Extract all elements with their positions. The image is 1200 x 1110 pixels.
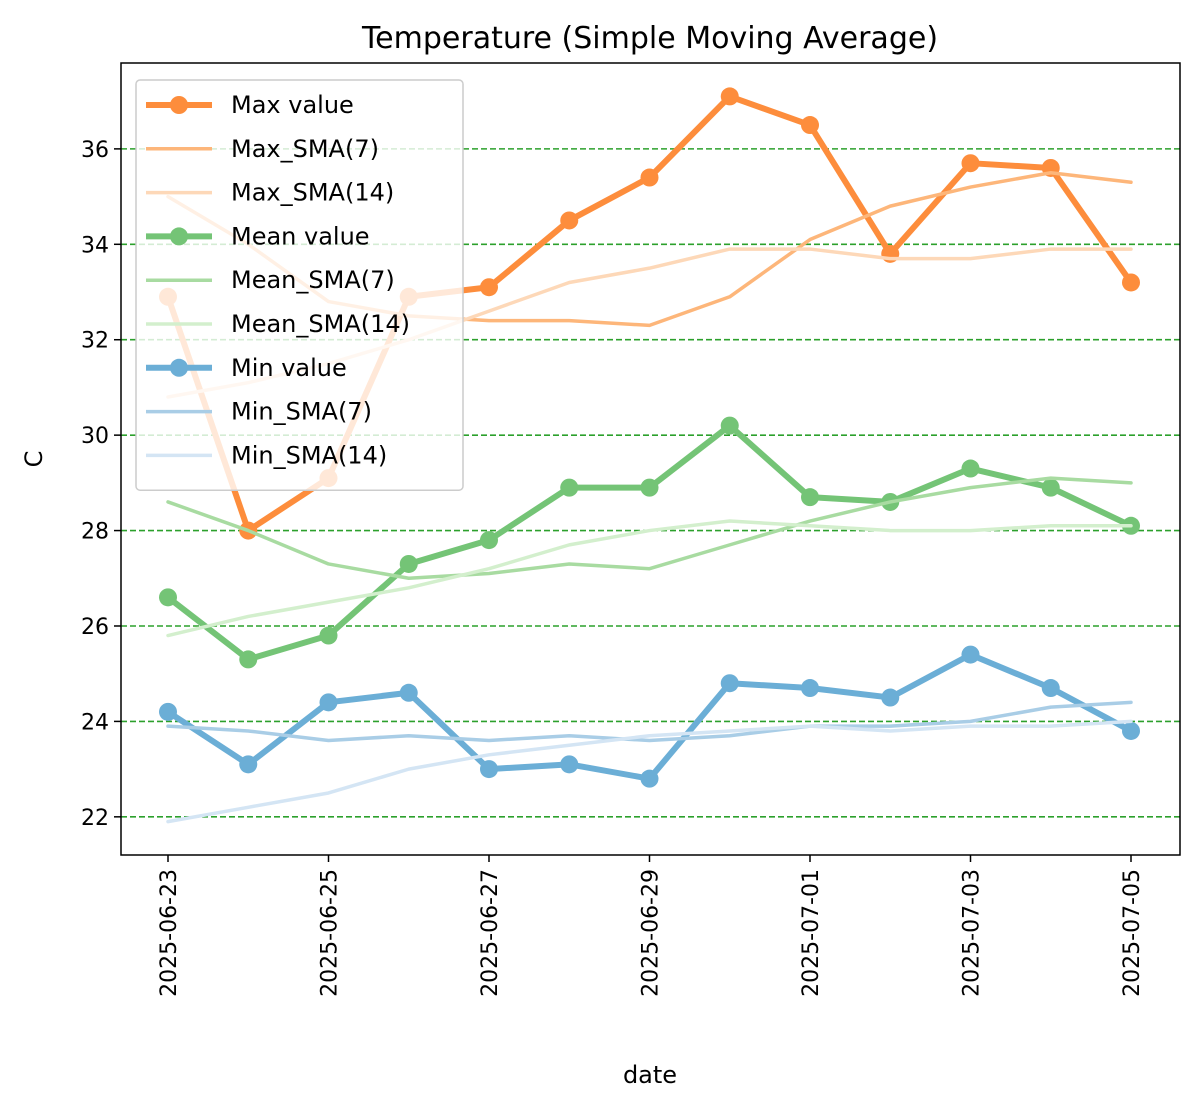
data-point: [640, 769, 659, 788]
data-point: [961, 154, 980, 173]
data-point: [480, 278, 498, 297]
y-tick-label: 28: [81, 520, 109, 545]
data-point: [399, 683, 418, 702]
x-tick-label: 2025-06-29: [639, 869, 664, 997]
legend-label: Mean_SMA(14): [231, 310, 410, 338]
data-point: [640, 168, 659, 187]
data-point: [801, 679, 819, 698]
data-point: [961, 459, 980, 478]
data-point: [560, 211, 579, 230]
series-line: [166, 719, 1133, 824]
x-tick-label: 2025-07-01: [799, 869, 824, 997]
y-tick-label: 34: [81, 233, 109, 258]
legend-marker: [170, 358, 188, 377]
legend-label: Min_SMA(7): [231, 398, 372, 426]
plot-frame: [120, 62, 1181, 856]
y-tick-label: 32: [81, 329, 109, 354]
data-point: [801, 116, 819, 135]
legend-label: Max_SMA(7): [231, 135, 379, 163]
series-7: [166, 700, 1133, 743]
data-point: [560, 478, 579, 497]
data-point: [961, 645, 980, 664]
legend: Max value Max_SMA(7) Max_SMA(14) Mean value…: [135, 79, 464, 491]
y-tick-label: 22: [81, 806, 109, 831]
data-point: [1122, 273, 1140, 292]
x-tick-label: 2025-06-25: [318, 869, 343, 997]
data-point: [1041, 478, 1060, 497]
data-point: [1041, 679, 1060, 698]
y-tick-label: 30: [81, 424, 109, 449]
series-8: [166, 719, 1133, 824]
data-point: [319, 693, 338, 712]
legend-label: Max value: [231, 91, 354, 119]
data-point: [1122, 721, 1140, 740]
y-axis: 22 24 26 28 30 32 34 36: [81, 138, 121, 831]
legend-label: Min value: [231, 354, 347, 382]
x-axis-label: date: [623, 1061, 677, 1089]
legend-marker: [170, 227, 188, 246]
y-axis-label: C: [20, 451, 48, 468]
data-point: [399, 554, 418, 573]
data-point: [640, 478, 659, 497]
legend-marker: [170, 96, 188, 114]
data-point: [560, 755, 579, 774]
data-point: [480, 760, 498, 779]
legend-label: Mean value: [231, 222, 370, 250]
data-point: [720, 674, 739, 693]
data-point: [239, 755, 258, 774]
y-tick-label: 24: [81, 710, 109, 735]
data-point: [159, 702, 177, 721]
series-5: [166, 519, 1133, 638]
x-tick-label: 2025-06-27: [478, 869, 503, 997]
series-line: [166, 476, 1133, 581]
legend-label: Max_SMA(14): [231, 179, 394, 207]
series-4: [166, 476, 1133, 581]
x-axis: 2025-06-23 2025-06-25 2025-06-27 2025-06-29…: [157, 855, 1145, 997]
series-line: [166, 700, 1133, 743]
data-point: [720, 87, 739, 106]
data-point: [881, 688, 900, 707]
x-tick-label: 2025-06-23: [157, 869, 182, 997]
chart-title: Temperature (Simple Moving Average): [361, 21, 938, 56]
data-point: [239, 650, 258, 669]
legend-label: Min_SMA(14): [231, 441, 387, 469]
data-point: [319, 626, 338, 645]
series-line: [166, 519, 1133, 638]
legend-box: [135, 79, 464, 491]
y-tick-label: 26: [81, 615, 109, 640]
series-3: [159, 416, 1140, 669]
data-point: [801, 488, 819, 507]
legend-label: Mean_SMA(7): [231, 266, 395, 294]
data-point: [720, 416, 739, 435]
y-tick-label: 36: [81, 138, 109, 163]
series-6: [159, 645, 1140, 788]
data-point: [159, 588, 177, 607]
data-point: [480, 531, 498, 550]
x-tick-label: 2025-07-03: [960, 869, 985, 997]
x-tick-label: 2025-07-05: [1120, 869, 1145, 997]
